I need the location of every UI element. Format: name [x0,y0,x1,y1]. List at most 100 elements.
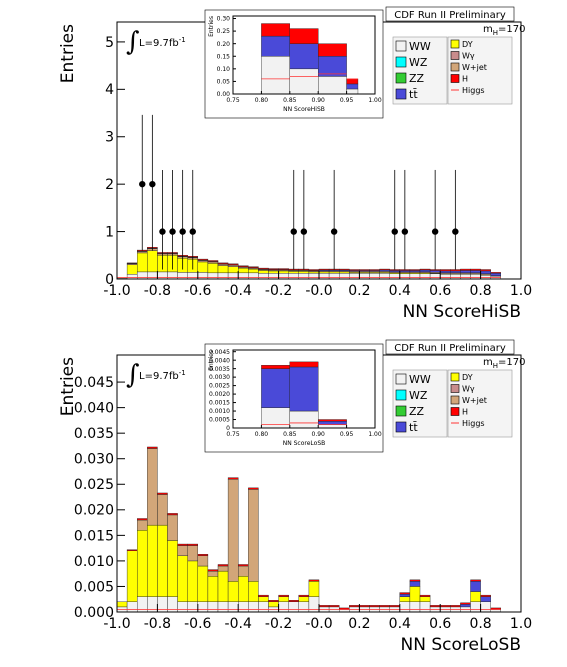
bar-segment [460,274,471,280]
bar-segment [298,273,310,280]
bar-segment [187,272,198,280]
bar-segment [480,596,491,602]
y-tick-label: 0.30 [217,16,231,23]
legend-label: WW [409,40,431,53]
bar-segment [157,494,168,526]
legend-swatch [395,373,407,385]
legend-label: WZ [409,389,428,402]
bar-segment [248,268,259,274]
legend-swatch [395,88,407,100]
bar-segment [207,570,219,577]
bar-segment [197,261,209,273]
bar-segment [258,267,269,270]
bar-segment [227,478,239,582]
bar-segment [177,272,188,280]
y-tick-label: 0.030 [74,452,114,468]
bar-segment [197,260,209,263]
bar-segment [480,270,491,274]
data-point [330,228,338,235]
bar-segment [197,258,209,261]
bar-segment [409,269,421,271]
x-tick-label: -0.4 [225,283,252,299]
bar-segment [480,275,491,280]
y-tick-label: 5 [105,35,114,51]
x-tick-label: 1.0 [510,616,532,632]
x-tick-label: 0.90 [312,431,326,438]
bar-segment [470,274,481,280]
bar-segment [177,601,188,613]
lumi-sup: -1 [179,369,186,377]
bar-segment [429,270,441,273]
bar-segment [289,43,319,70]
x-axis-label: NN ScoreLoSB [401,635,521,655]
bar-segment [318,605,330,608]
bar-segment [399,596,411,602]
bar-segment [217,565,229,572]
bar-segment [289,361,319,368]
x-tick-label: -0.0 [305,616,332,632]
bar-segment [288,601,300,613]
bar-segment [147,250,158,273]
legend-swatch [450,384,460,393]
y-axis-label: Entries [58,357,78,416]
bar-segment [278,270,289,274]
bar-segment [339,268,350,271]
x-axis-label: NN ScoreHiSB [403,302,521,322]
bar-segment [318,273,330,280]
bar-segment [207,260,219,262]
lumi-sup: -1 [179,36,186,44]
bar-segment [339,271,350,274]
y-tick-label: 0.040 [74,401,114,417]
bar-segment [177,543,188,546]
legend-label: Higgs [462,419,485,428]
bar-segment [470,270,481,274]
bar-segment [167,540,178,597]
x-tick-label: 0.75 [226,431,240,438]
legend-swatch [395,405,407,417]
bar-segment [289,28,319,44]
y-axis-label: Entries [208,350,215,371]
legend-label: Higgs [462,86,485,95]
y-tick-label: 0.015 [74,528,114,544]
bar-segment [227,477,239,480]
bar-segment [450,270,461,274]
mass-value: =170 [498,24,525,35]
bar-segment [480,594,491,597]
bar-segment [419,594,431,597]
bar-segment [177,555,188,602]
bar-segment [217,570,229,602]
bar-segment [470,591,481,602]
data-point [431,228,439,235]
plot-frame [232,349,376,429]
bar-segment [480,269,491,272]
bar-segment [217,564,229,567]
x-tick-label: 0.2 [348,283,370,299]
y-tick-label: 0.010 [74,554,114,570]
legend-label: tt̄ [409,88,418,101]
bar-segment [268,601,279,608]
x-tick-label: -0.2 [265,283,292,299]
y-tick-label: 0.0010 [209,408,230,415]
bar-segment [126,601,138,613]
mass-label: mH=170 [483,357,525,370]
bar-segment [167,513,178,516]
lumi-label: L=9.7fb-1 [139,369,186,382]
x-tick-label: 0.90 [312,97,326,104]
bar-segment [136,252,148,273]
x-tick-label: 0.95 [340,97,354,104]
bar-segment [389,269,401,271]
data-point [179,228,186,235]
bar-segment [346,88,359,95]
bar-segment [318,76,347,95]
bar-segment [328,273,340,280]
y-tick-label: 0.20 [217,41,231,48]
legend-label: W+jet [462,63,487,72]
data-point [149,180,156,188]
bar-segment [187,560,198,602]
bar-segment [440,605,451,608]
bar-segment [318,424,347,429]
bar-segment [328,271,340,274]
x-tick-label: 1.00 [368,97,382,104]
legend-swatch [395,421,407,433]
bar-segment [440,274,451,280]
